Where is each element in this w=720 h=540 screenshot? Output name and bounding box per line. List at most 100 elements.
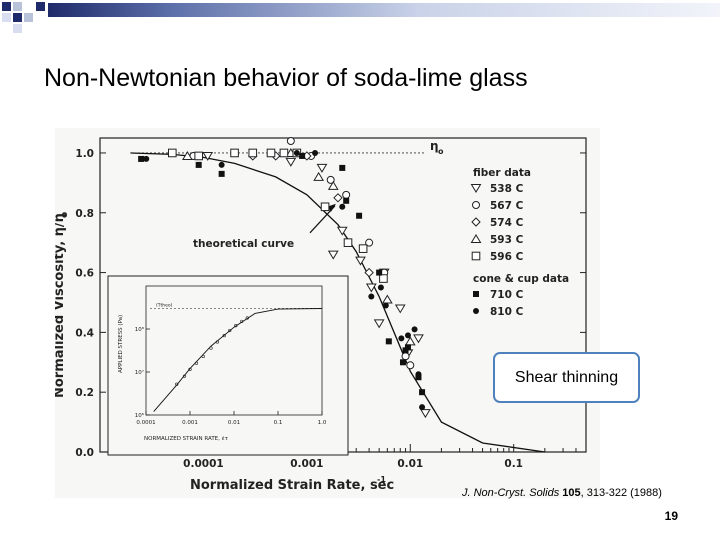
point-593-c-0 [182, 150, 193, 160]
point-810-c-11 [415, 371, 422, 378]
point-710-c-8 [385, 338, 392, 345]
inset-point-7 [222, 334, 226, 338]
corner-square-navy-1 [2, 2, 11, 11]
y-axis-label-subscript: o [60, 212, 70, 218]
inset-point-3 [194, 361, 199, 365]
point-710-c-12 [419, 389, 426, 396]
inset-point-1 [182, 374, 187, 378]
inset-y-tick-label-2: 10⁶ [135, 412, 145, 419]
point-596-c-4 [266, 148, 276, 158]
shear-thinning-callout: Shear thinning [493, 352, 640, 403]
citation-volume: 105 [562, 487, 581, 499]
point-538-c-0 [202, 151, 214, 161]
inset-x-tick-label-0: 0.0001 [136, 420, 155, 426]
inset-y-tick-label-1: 10⁷ [135, 369, 144, 376]
series-596-c [167, 148, 388, 283]
page-number: 19 [664, 509, 678, 523]
eta0-label-subscript: o [438, 147, 444, 156]
point-538-c-3 [336, 226, 348, 236]
top-gradient-bar [48, 3, 720, 17]
point-593-c-3 [327, 180, 339, 190]
y-tick-label-3: 0.6 [75, 268, 94, 280]
point-538-c-12 [420, 409, 431, 419]
point-596-c-1 [194, 151, 203, 161]
legend-marker-710-c [473, 291, 479, 297]
point-710-c-7 [376, 269, 383, 276]
point-574-c-4 [364, 267, 374, 278]
x-tick-label-3: 0.1 [504, 458, 523, 470]
point-710-c-4 [339, 164, 346, 171]
y-tick-label-5: 1.0 [75, 148, 94, 160]
point-710-c-9 [399, 359, 406, 366]
theoretical-curve [131, 152, 545, 453]
corner-square-light-2 [2, 13, 11, 22]
point-538-c-8 [365, 283, 377, 293]
inset-point-4 [201, 354, 205, 359]
point-710-c-6 [356, 212, 363, 219]
legend-label-567-c: 567 C [490, 200, 524, 212]
point-538-c-11 [413, 334, 424, 344]
point-567-c-8 [406, 361, 415, 370]
citation-journal: J. Non-Cryst. Solids [462, 487, 563, 499]
y-tick-label-0: 0.0 [75, 447, 94, 459]
point-810-c-6 [377, 284, 384, 291]
legend-marker-538-c [470, 184, 482, 193]
point-710-c-1 [195, 161, 202, 168]
citation-pages-year: , 313-322 (1988) [580, 487, 662, 499]
point-710-c-5 [343, 197, 350, 204]
legend-label-538-c: 538 C [490, 183, 524, 195]
legend-marker-567-c [472, 201, 480, 209]
inset-y-axis-label: APPLIED STRESS (Pa) [118, 315, 124, 373]
series-538-c [202, 151, 431, 419]
legend-label-593-c: 593 C [490, 234, 524, 246]
x-tick-label-0: 0.0001 [183, 458, 224, 470]
point-538-c-4 [327, 250, 339, 260]
point-810-c-9 [404, 332, 411, 339]
legend-label-596-c: 596 C [490, 251, 524, 263]
point-596-c-3 [248, 148, 258, 158]
series-810-c [143, 149, 426, 411]
point-538-c-5 [355, 256, 366, 266]
legend-title-cone-cup: cone & cup data [473, 273, 569, 285]
point-538-c-2 [316, 163, 328, 173]
point-593-c-2 [313, 171, 325, 181]
inset-curve [153, 308, 323, 412]
y-tick-label-2: 0.4 [75, 327, 94, 339]
inset-point-0 [175, 382, 179, 386]
point-567-c-7 [401, 352, 410, 361]
inset-point-5 [209, 346, 213, 350]
point-810-c-3 [312, 149, 319, 156]
point-567-c-4 [342, 190, 351, 199]
inset-point-9 [234, 323, 238, 328]
inset-frame [107, 275, 349, 456]
corner-square-navy-3 [36, 2, 45, 11]
point-810-c-0 [143, 155, 150, 162]
point-596-c-7 [320, 202, 330, 212]
inset-x-tick-label-4: 1.0 [318, 420, 327, 426]
legend-marker-574-c [471, 217, 481, 227]
point-574-c-3 [333, 193, 343, 203]
point-810-c-12 [419, 404, 426, 411]
legend-marker-810-c [473, 308, 479, 314]
point-596-c-2 [230, 148, 239, 158]
point-596-c-8 [343, 238, 353, 247]
point-538-c-9 [373, 319, 385, 329]
point-710-c-0 [138, 155, 145, 162]
legend-label-574-c: 574 C [490, 217, 524, 229]
point-567-c-1 [286, 136, 295, 145]
main-chart: 0.00.20.40.60.81.00.0001 0.001 0.01 0.1η oth… [52, 128, 600, 498]
eta0-label: η [430, 139, 439, 153]
corner-square-light-1 [13, 2, 22, 11]
x-tick-label-2: 0.01 [397, 458, 423, 470]
point-567-c-3 [326, 175, 335, 184]
point-538-c-7 [394, 304, 406, 314]
inset-point-8 [228, 328, 232, 333]
figure-scan: 0.0 0.2 0.4 0.6 0.8 1.0 0.0001 0.001 0.01 0.1 η o th… [52, 128, 600, 498]
point-710-c-3 [299, 152, 306, 159]
inset-x-axis-label: NORMALIZED STRAIN RATE, ε̇τ [144, 436, 229, 442]
annotation-arrowhead [326, 203, 336, 212]
point-810-c-7 [382, 302, 389, 309]
point-810-c-4 [339, 203, 346, 210]
annotation-label: theoretical curve [193, 238, 294, 250]
inset-point-10 [240, 319, 244, 324]
